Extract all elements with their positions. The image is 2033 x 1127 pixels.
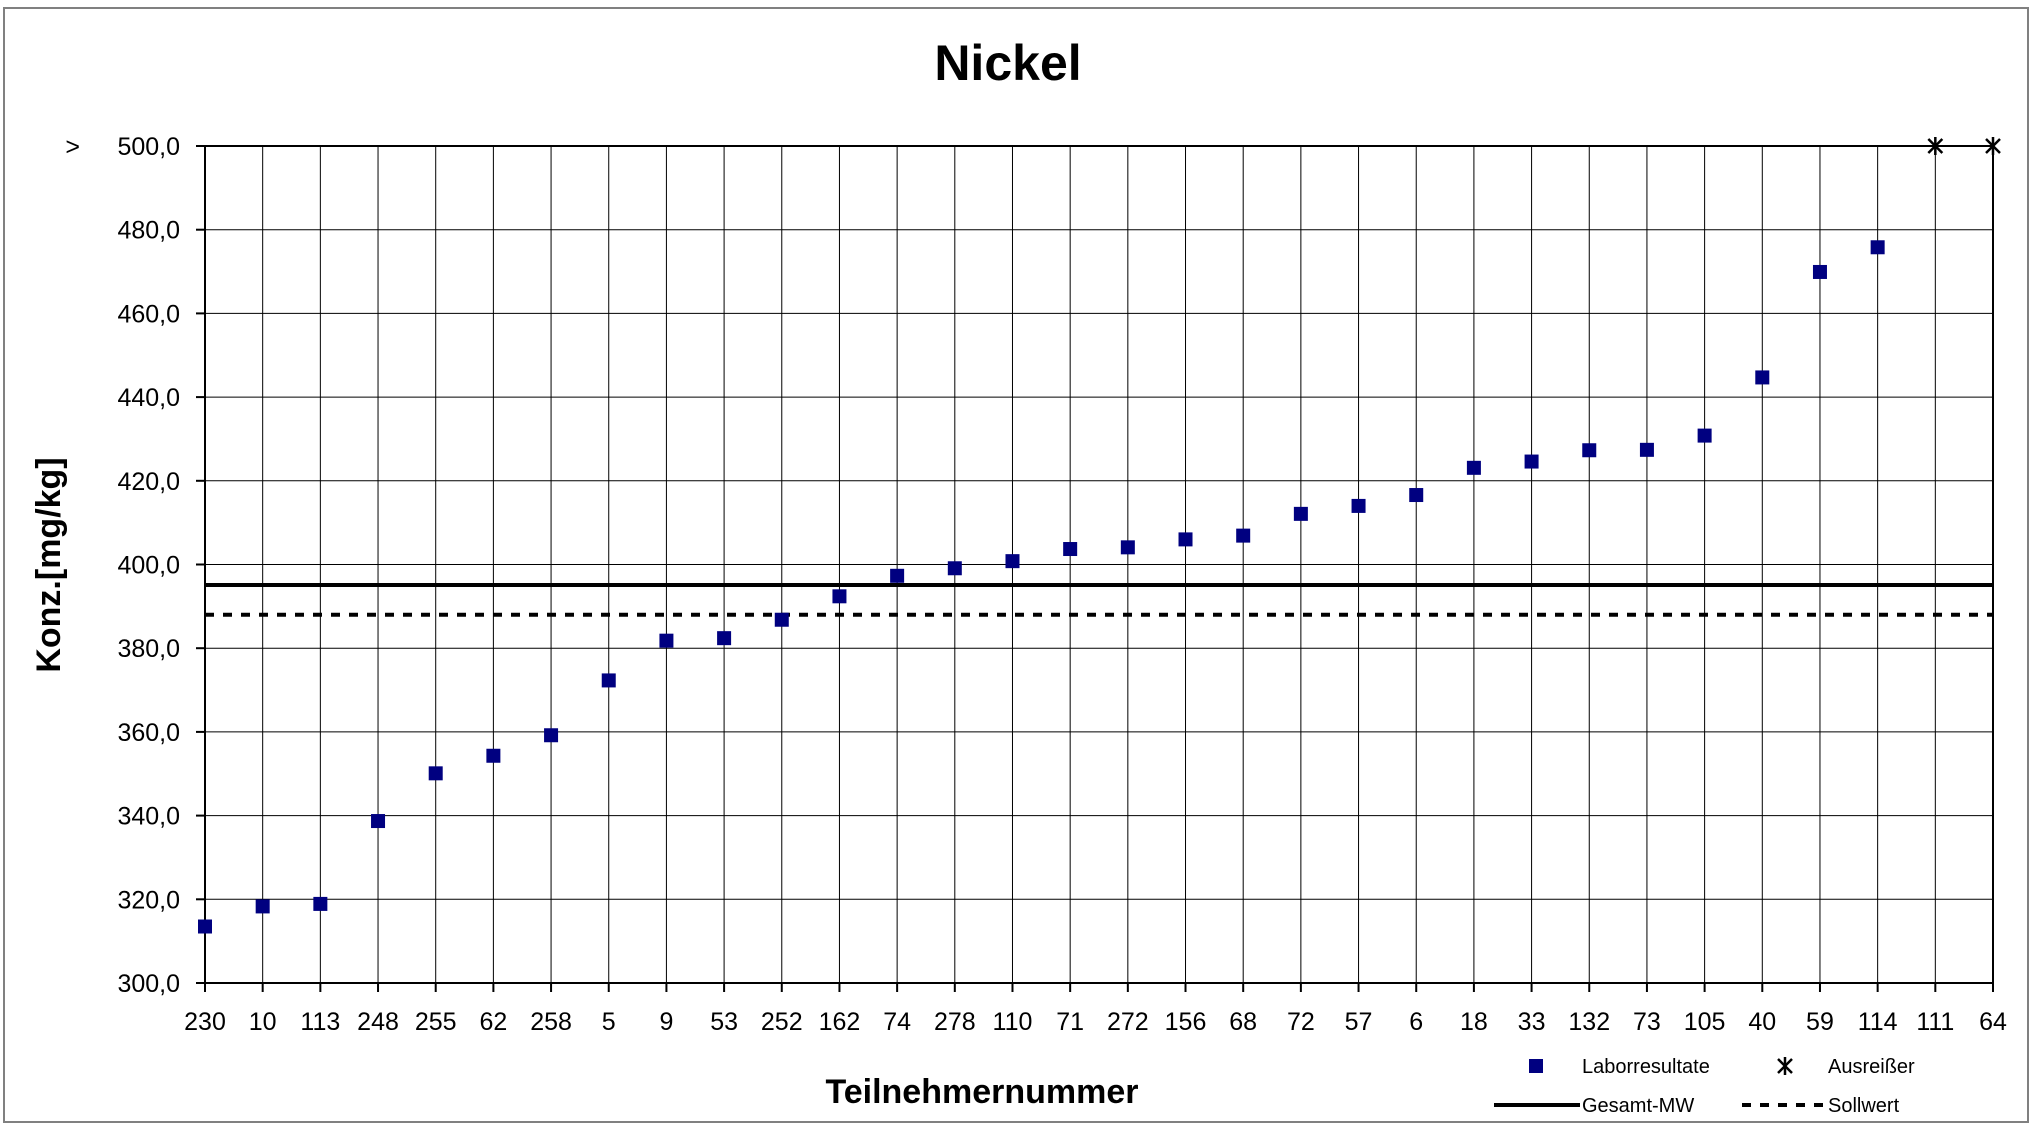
data-point-laborresultate <box>947 561 962 576</box>
legend-symbol-ausreisser <box>1777 1057 1793 1075</box>
data-point-laborresultate <box>717 631 732 646</box>
y-axis-ticks: 300,0 320,0 340,0 360,0 380,0 400,0 420,0 440,0… <box>65 133 180 998</box>
data-point-laborresultate <box>544 728 559 743</box>
x-tick-label: 59 <box>1806 1008 1834 1036</box>
y-tick-label: 400,0 <box>117 552 180 580</box>
x-tick-label: 57 <box>1345 1008 1373 1036</box>
legend-label-laborresultate: Laborresultate <box>1582 1056 1710 1078</box>
data-point-laborresultate <box>601 673 616 688</box>
data-point-laborresultate <box>255 899 270 914</box>
x-tick-label: 6 <box>1409 1008 1423 1036</box>
data-point-ausreisser <box>1985 137 2001 155</box>
y-tick-label: 460,0 <box>117 300 180 328</box>
x-tick-label: 68 <box>1229 1008 1257 1036</box>
data-point-laborresultate <box>371 814 386 829</box>
x-tick-label: 111 <box>1916 1008 1954 1036</box>
plot-border <box>204 145 1994 984</box>
x-tick-label: 162 <box>819 1008 861 1036</box>
x-axis-ticks: 230 10 113 248 255 62 258 5 9 53 252 162 74 278 110 71 2… <box>184 1008 2007 1036</box>
grid <box>196 145 1994 992</box>
x-tick-label: 9 <box>659 1008 673 1036</box>
data-point-laborresultate <box>832 589 847 604</box>
y-tick-label: 380,0 <box>117 635 180 663</box>
x-tick-label: 110 <box>993 1008 1033 1036</box>
chart-title: Nickel <box>934 35 1081 91</box>
y-tick-label: 480,0 <box>117 217 180 245</box>
legend-label-gesamt-mw: Gesamt-MW <box>1582 1095 1694 1117</box>
x-tick-label: 71 <box>1056 1008 1084 1036</box>
data-point-ausreisser <box>1927 137 1944 155</box>
x-tick-label: 33 <box>1518 1008 1546 1036</box>
x-tick-label: 248 <box>357 1008 399 1036</box>
x-tick-label: 230 <box>184 1008 226 1036</box>
data-point-laborresultate <box>1120 540 1135 555</box>
data-point-laborresultate <box>774 612 789 627</box>
legend-label-sollwert: Sollwert <box>1828 1095 1900 1117</box>
y-axis-title: Konz.[mg/kg] <box>30 457 68 672</box>
legend-label-ausreisser: Ausreißer <box>1828 1056 1915 1078</box>
legend: Laborresultate Ausreißer Gesamt-MW Sollw… <box>1494 1056 1915 1117</box>
data-points <box>198 137 2001 934</box>
x-tick-label: 114 <box>1858 1008 1898 1036</box>
data-point-laborresultate <box>1870 240 1885 255</box>
y-tick-label: 360,0 <box>117 719 180 747</box>
data-point-laborresultate <box>198 919 212 934</box>
x-tick-label: 113 <box>300 1008 340 1036</box>
data-point-laborresultate <box>1178 532 1193 547</box>
legend-symbol-laborresultate <box>1529 1059 1543 1073</box>
reference-lines <box>205 583 1993 617</box>
y-tick-label: 440,0 <box>117 384 180 412</box>
data-point-laborresultate <box>1236 528 1251 543</box>
x-tick-label: 258 <box>530 1008 572 1036</box>
data-point-laborresultate <box>1005 554 1020 569</box>
data-point-laborresultate <box>1466 460 1481 475</box>
x-tick-label: 40 <box>1748 1008 1776 1036</box>
y-tick-label: 500,0 <box>117 133 180 161</box>
data-point-laborresultate <box>1812 264 1827 279</box>
data-point-laborresultate <box>1755 370 1770 385</box>
data-point-laborresultate <box>1582 443 1597 458</box>
x-tick-label: 72 <box>1287 1008 1315 1036</box>
y-tick-label: 340,0 <box>117 803 180 831</box>
data-point-laborresultate <box>890 568 905 583</box>
x-tick-label: 64 <box>1979 1008 2007 1036</box>
data-point-laborresultate <box>313 896 328 911</box>
data-point-laborresultate <box>1409 488 1424 503</box>
x-tick-label: 53 <box>710 1008 738 1036</box>
x-tick-label: 255 <box>415 1008 457 1036</box>
y-tick-label: 320,0 <box>117 886 180 914</box>
x-tick-label: 278 <box>934 1008 976 1036</box>
data-point-laborresultate <box>1639 442 1654 457</box>
x-tick-label: 156 <box>1165 1008 1207 1036</box>
data-point-laborresultate <box>1524 454 1539 469</box>
x-axis-title: Teilnehmernummer <box>825 1073 1138 1111</box>
data-point-laborresultate <box>486 748 501 763</box>
data-point-laborresultate <box>1697 428 1712 443</box>
data-point-laborresultate <box>659 633 674 648</box>
data-point-laborresultate <box>1063 542 1078 557</box>
data-point-laborresultate <box>1351 498 1366 513</box>
x-tick-label: 18 <box>1460 1008 1488 1036</box>
x-tick-label: 132 <box>1568 1008 1610 1036</box>
x-tick-label: 272 <box>1107 1008 1149 1036</box>
x-tick-label: 62 <box>479 1008 507 1036</box>
data-point-laborresultate <box>1293 506 1308 521</box>
x-tick-label: 74 <box>883 1008 911 1036</box>
data-point-laborresultate <box>428 766 443 781</box>
y-tick-label: 300,0 <box>117 970 180 998</box>
x-tick-label: 105 <box>1684 1008 1726 1036</box>
x-tick-label: 10 <box>249 1008 277 1036</box>
x-tick-label: 73 <box>1633 1008 1661 1036</box>
y-tick-label: 420,0 <box>117 468 180 496</box>
x-tick-label: 5 <box>602 1008 616 1036</box>
x-tick-label: 252 <box>761 1008 803 1036</box>
y-top-prefix: > <box>65 133 80 161</box>
